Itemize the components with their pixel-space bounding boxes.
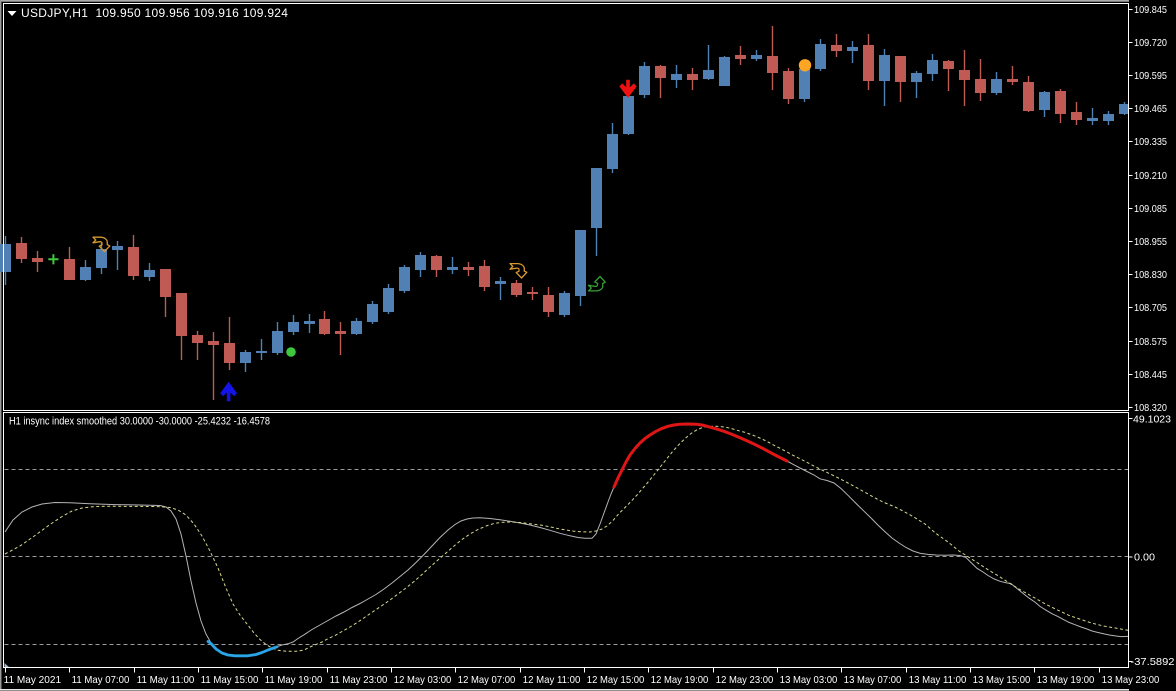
svg-text:49.1023: 49.1023 — [1133, 414, 1171, 426]
svg-text:108.705: 108.705 — [1134, 302, 1167, 314]
svg-text:12 May 03:00: 12 May 03:00 — [394, 674, 452, 686]
svg-text:109.720: 109.720 — [1134, 37, 1167, 49]
svg-text:13 May 15:00: 13 May 15:00 — [973, 674, 1031, 686]
svg-text:109.465: 109.465 — [1134, 103, 1167, 115]
svg-text:108.830: 108.830 — [1134, 269, 1167, 281]
svg-text:109.845: 109.845 — [1134, 4, 1167, 16]
svg-text:109.595: 109.595 — [1134, 70, 1167, 82]
svg-text:12 May 07:00: 12 May 07:00 — [458, 674, 516, 686]
svg-text:13 May 07:00: 13 May 07:00 — [844, 674, 902, 686]
svg-text:13 May 23:00: 13 May 23:00 — [1102, 674, 1160, 686]
svg-text:109.085: 109.085 — [1134, 203, 1167, 215]
svg-text:11 May 11:00: 11 May 11:00 — [137, 674, 195, 686]
svg-text:108.320: 108.320 — [1134, 402, 1167, 414]
svg-text:11 May 23:00: 11 May 23:00 — [330, 674, 388, 686]
svg-text:13 May 19:00: 13 May 19:00 — [1037, 674, 1095, 686]
svg-text:108.955: 108.955 — [1134, 236, 1167, 248]
svg-text:109.210: 109.210 — [1134, 170, 1167, 182]
svg-text:0.00: 0.00 — [1134, 552, 1155, 564]
svg-text:108.575: 108.575 — [1134, 336, 1167, 348]
svg-text:12 May 11:00: 12 May 11:00 — [523, 674, 581, 686]
svg-text:11 May 19:00: 11 May 19:00 — [265, 674, 323, 686]
svg-text:109.335: 109.335 — [1134, 136, 1167, 148]
svg-text:108.445: 108.445 — [1134, 369, 1167, 381]
svg-text:-37.5892: -37.5892 — [1131, 656, 1175, 668]
svg-text:12 May 23:00: 12 May 23:00 — [716, 674, 774, 686]
svg-text:13 May 03:00: 13 May 03:00 — [780, 674, 838, 686]
svg-text:11 May 07:00: 11 May 07:00 — [72, 674, 130, 686]
svg-text:11 May 15:00: 11 May 15:00 — [201, 674, 259, 686]
svg-text:12 May 15:00: 12 May 15:00 — [587, 674, 645, 686]
svg-text:12 May 19:00: 12 May 19:00 — [651, 674, 709, 686]
svg-text:13 May 11:00: 13 May 11:00 — [909, 674, 967, 686]
svg-text:USDJPY,H1 109.950 109.956 109: USDJPY,H1 109.950 109.956 109.916 109.92… — [21, 6, 288, 20]
svg-text:11 May 2021: 11 May 2021 — [4, 674, 62, 686]
svg-text:H1 insync index smoothed 30.00: H1 insync index smoothed 30.0000 -30.000… — [9, 416, 270, 428]
